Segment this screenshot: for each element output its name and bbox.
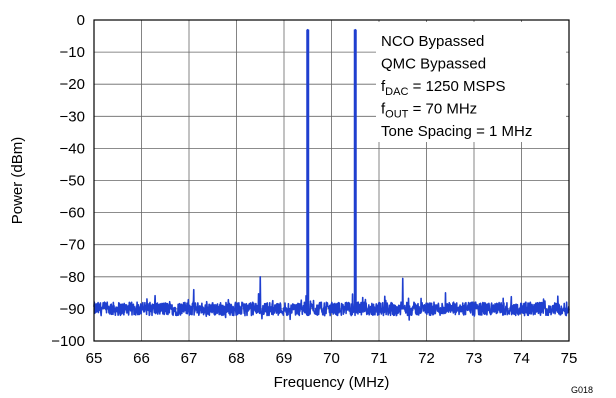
x-tick-label: 66	[133, 350, 150, 367]
y-tick-label: −50	[60, 173, 85, 190]
x-tick-label: 72	[418, 350, 435, 367]
y-tick-label: −90	[60, 301, 85, 318]
x-tick-label: 71	[371, 350, 388, 367]
y-tick-label: −10	[60, 44, 85, 61]
annotation-qmc: QMC Bypassed	[381, 56, 486, 73]
x-tick-label: 73	[466, 350, 483, 367]
annotation-fout: fOUT = 70 MHz	[381, 101, 477, 121]
spectrum-trace	[93, 28, 570, 321]
annotation-fdac: fDAC = 1250 MSPS	[381, 78, 506, 98]
plot-border	[93, 19, 570, 342]
x-tick-label: 69	[276, 350, 293, 367]
plot-frame	[93, 19, 570, 342]
y-axis-title: Power (dBm)	[9, 137, 26, 225]
annotation-nco: NCO Bypassed	[381, 33, 484, 50]
annotation-block: NCO Bypassed QMC Bypassed fDAC = 1250 MSPS…	[381, 33, 532, 140]
x-tick-labels: 65 66 67 68 69 70 71 72 73 74 75	[86, 350, 578, 367]
x-axis-title: Frequency (MHz)	[274, 374, 390, 391]
y-tick-label: −40	[60, 140, 85, 157]
annotation-tone: Tone Spacing = 1 MHz	[381, 123, 532, 140]
x-tick-label: 70	[323, 350, 340, 367]
y-tick-label: 0	[77, 12, 85, 29]
y-tick-label: −30	[60, 108, 85, 125]
figure-id-label: G018	[571, 385, 593, 395]
y-tick-label: −70	[60, 237, 85, 254]
y-tick-label: −80	[60, 269, 85, 286]
x-tick-label: 67	[181, 350, 198, 367]
x-tick-label: 74	[513, 350, 530, 367]
y-tick-label: −60	[60, 205, 85, 222]
annotation-box	[376, 22, 566, 142]
series-layer	[93, 28, 570, 321]
y-tick-label: −20	[60, 76, 85, 93]
x-tick-label: 65	[86, 350, 103, 367]
y-tick-label: −100	[51, 333, 85, 350]
x-tick-label: 75	[561, 350, 578, 367]
annotation-background	[376, 22, 566, 142]
y-tick-labels: 0 −10 −20 −30 −40 −50 −60 −70 −80 −90 −100	[51, 12, 85, 350]
x-tick-label: 68	[228, 350, 245, 367]
